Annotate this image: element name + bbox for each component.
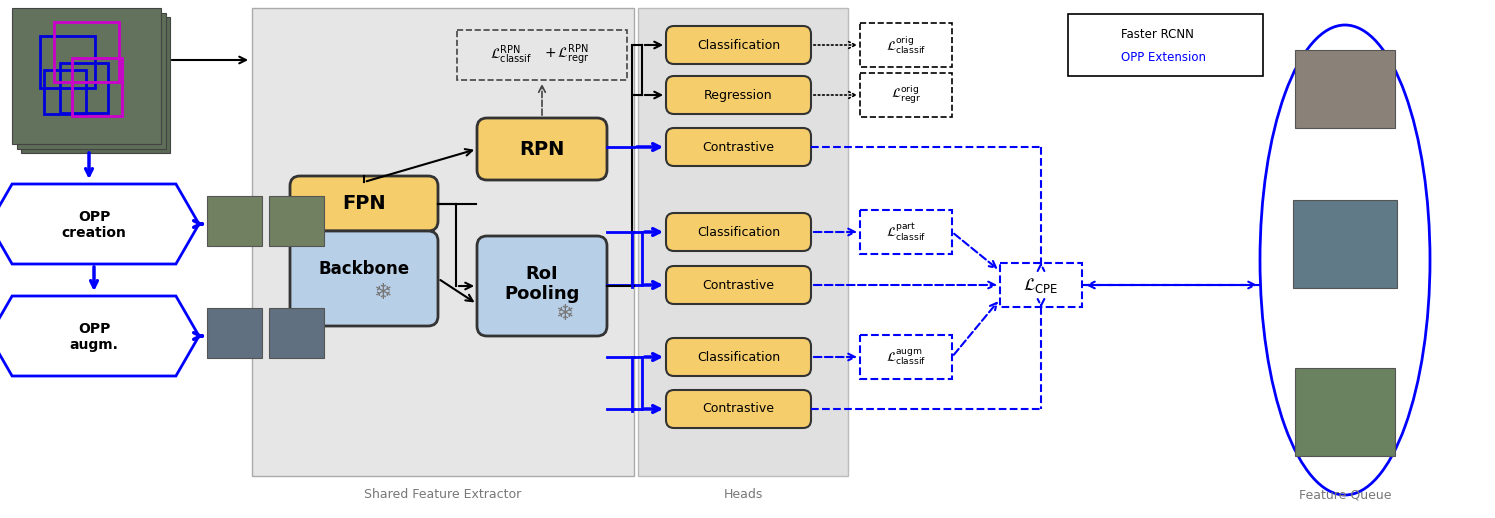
Bar [60,63,108,113]
Text: Classification: Classification [697,225,780,238]
Text: OPP: OPP [78,210,111,224]
Bar [860,73,952,117]
Bar [43,70,87,114]
Bar [206,308,262,358]
Text: Backbone: Backbone [318,260,410,278]
Bar [21,17,170,153]
Text: $\mathcal{L}^{\mathrm{part}}_{\mathrm{classif}}$: $\mathcal{L}^{\mathrm{part}}_{\mathrm{cl… [887,221,927,243]
Bar [16,13,166,149]
Bar [457,30,626,80]
FancyBboxPatch shape [665,26,810,64]
Text: RoI: RoI [526,265,558,283]
Text: FPN: FPN [342,194,386,213]
Bar [206,196,262,246]
Bar [638,8,848,476]
Bar [269,196,324,246]
FancyBboxPatch shape [290,231,438,326]
Bar [1293,200,1396,288]
FancyBboxPatch shape [665,266,810,304]
Text: Shared Feature Extractor: Shared Feature Extractor [365,488,522,501]
FancyBboxPatch shape [665,338,810,376]
Text: creation: creation [61,226,127,240]
Bar [1067,14,1263,76]
Bar [1295,50,1395,128]
Text: Feature Queue: Feature Queue [1299,488,1392,501]
Text: $\mathcal{L}^{\mathrm{orig}}_{\mathrm{classif}}$: $\mathcal{L}^{\mathrm{orig}}_{\mathrm{cl… [887,34,927,56]
Text: Contrastive: Contrastive [703,402,774,415]
Text: Heads: Heads [724,488,762,501]
Bar [860,210,952,254]
Text: $+\,\mathcal{L}^{\mathrm{RPN}}_{\mathrm{regr}}$: $+\,\mathcal{L}^{\mathrm{RPN}}_{\mathrm{… [544,43,591,67]
Text: $\mathcal{L}^{\mathrm{orig}}_{\mathrm{regr}}$: $\mathcal{L}^{\mathrm{orig}}_{\mathrm{re… [891,84,921,106]
Text: Regression: Regression [704,89,773,102]
Text: ❄: ❄ [372,282,392,303]
Polygon shape [0,184,199,264]
Bar [1000,263,1082,307]
Text: ❄: ❄ [555,304,573,324]
FancyBboxPatch shape [665,213,810,251]
Text: OPP Extension: OPP Extension [1121,50,1206,64]
Bar [269,308,324,358]
Bar [54,22,120,82]
Text: RPN: RPN [519,139,565,159]
Bar [1295,368,1395,456]
FancyBboxPatch shape [477,236,607,336]
Text: Classification: Classification [697,38,780,51]
Text: augm.: augm. [70,338,118,352]
Bar [860,335,952,379]
Bar [860,23,952,67]
Text: Contrastive: Contrastive [703,140,774,153]
FancyBboxPatch shape [665,76,810,114]
Bar [253,8,634,476]
Polygon shape [0,296,199,376]
Bar [12,8,161,144]
Text: Classification: Classification [697,351,780,364]
Text: $\mathcal{L}^{\mathrm{RPN}}_{\mathrm{classif}}$: $\mathcal{L}^{\mathrm{RPN}}_{\mathrm{cla… [490,44,532,66]
Text: $\mathcal{L}_{\mathrm{CPE}}$: $\mathcal{L}_{\mathrm{CPE}}$ [1023,276,1058,295]
Text: Pooling: Pooling [504,285,580,303]
FancyBboxPatch shape [290,176,438,231]
Text: OPP: OPP [78,322,111,336]
Bar [40,36,96,88]
Text: Faster RCNN: Faster RCNN [1121,27,1195,40]
FancyBboxPatch shape [665,128,810,166]
FancyBboxPatch shape [665,390,810,428]
Bar [72,58,123,116]
FancyBboxPatch shape [477,118,607,180]
Text: $\mathcal{L}^{\mathrm{augm}}_{\mathrm{classif}}$: $\mathcal{L}^{\mathrm{augm}}_{\mathrm{cl… [887,347,927,367]
Text: Contrastive: Contrastive [703,279,774,292]
